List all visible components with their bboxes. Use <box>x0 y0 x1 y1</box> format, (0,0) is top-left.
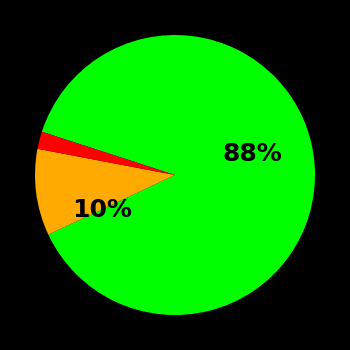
Text: 88%: 88% <box>222 142 282 166</box>
Wedge shape <box>37 132 175 175</box>
Text: 10%: 10% <box>72 198 132 222</box>
Wedge shape <box>35 149 175 234</box>
Wedge shape <box>42 35 315 315</box>
